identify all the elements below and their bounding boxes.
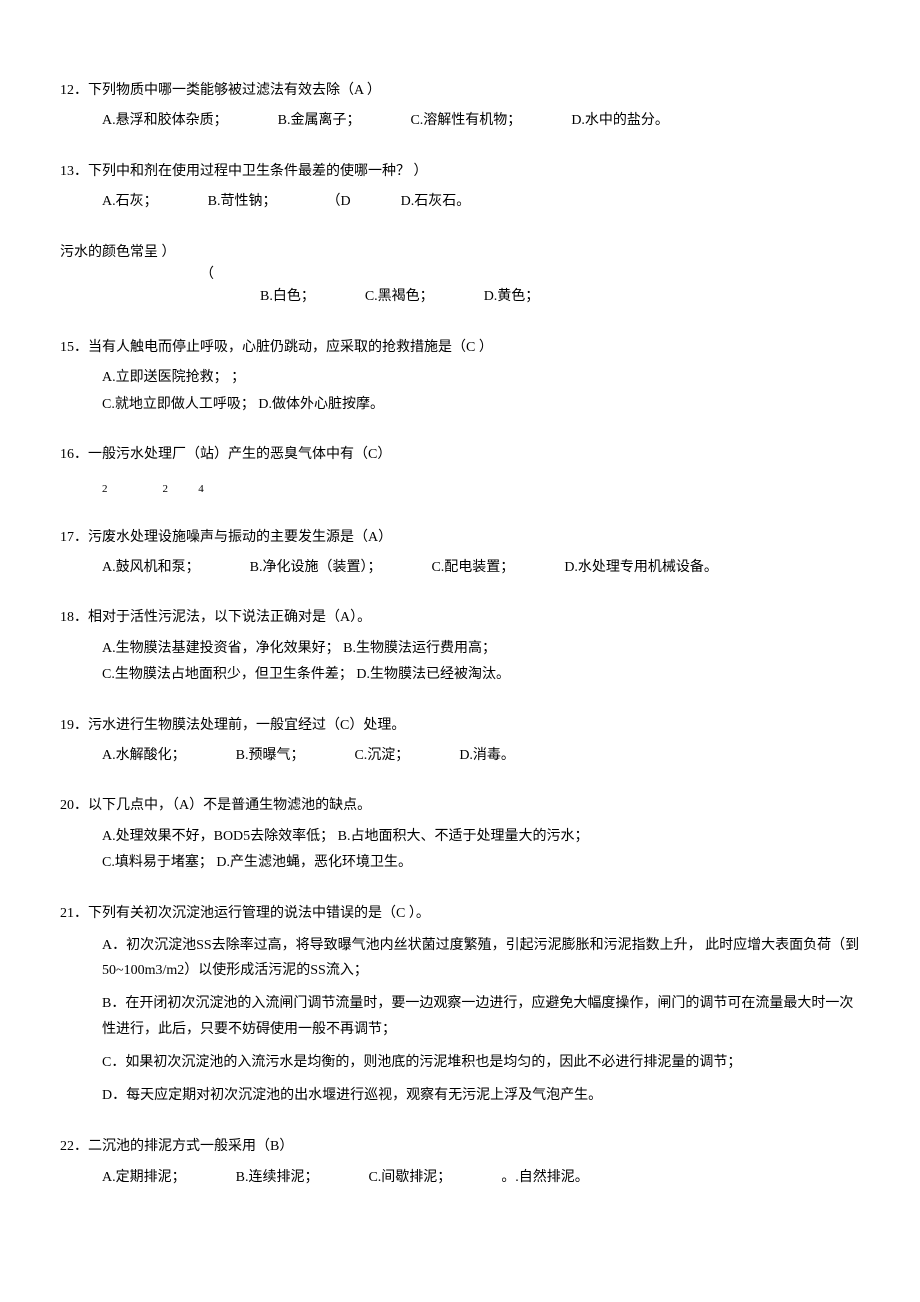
option-line: C.填料易于堵塞； D.产生滤池蝇，恶化环境卫生。 [102,852,860,874]
option: B.净化设施（装置）； [250,557,382,579]
option: D.石灰石。 [401,191,471,213]
option-line: A.处理效果不好，BOD5去除效率低； B.占地面积大、不适于处理量大的污水； [102,826,860,848]
question-14: 污水的颜色常呈 ）（B.白色； C.黑褐色； D.黄色； [60,242,860,309]
option: B.连续排泥； [236,1167,319,1189]
question-text: 22．二沉池的排泥方式一般采用（B） [60,1136,860,1158]
option: A.鼓风机和泵； [102,557,200,579]
question-text: 18．相对于活性污泥法，以下说法正确对是（A）。 [60,607,860,629]
question-17: 17．污废水处理设施噪声与振动的主要发生源是（A） A.鼓风机和泵； B.净化设施（… [60,527,860,580]
question-text: 17．污废水处理设施噪声与振动的主要发生源是（A） [60,527,860,549]
option: B.预曝气； [236,745,305,767]
options: B.白色； C.黑褐色； D.黄色； [60,286,860,308]
question-13: 13．下列中和剂在使用过程中卫生条件最差的使哪一种？ ） A.石灰； B.苛性钠； （… [60,161,860,214]
options: A.悬浮和胶体杂质； B.金属离子； C.溶解性有机物； D.水中的盐分。 [60,110,860,132]
option: C.黑褐色； [365,286,434,308]
option-line: A.立即送医院抢救； ； [102,367,860,389]
option: C.配电装置； [431,557,514,579]
question-18: 18．相对于活性污泥法，以下说法正确对是（A）。 A.生物膜法基建投资省，净化效果… [60,607,860,686]
option: C.溶解性有机物； [410,110,521,132]
option: （D [326,191,350,213]
option-line: C.生物膜法占地面积少，但卫生条件差； D.生物膜法已经被淘汰。 [102,664,860,686]
question-20: 20．以下几点中，（A）不是普通生物滤池的缺点。 A.处理效果不好，BOD5去除效… [60,795,860,874]
option: 。.自然排泥。 [501,1167,589,1189]
option: A.悬浮和胶体杂质； [102,110,228,132]
options: A.石灰； B.苛性钠； （D D.石灰石。 [60,191,860,213]
question-text-paren: （ [60,264,860,286]
question-12: 12．下列物质中哪一类能够被过滤法有效去除（A ） A.悬浮和胶体杂质； B.金属离… [60,80,860,133]
options: A.立即送医院抢救； ； C.就地立即做人工呼吸； D.做体外心脏按摩。 [60,367,860,416]
option: A.定期排泥； [102,1167,186,1189]
question-21: 21．下列有关初次沉淀池运行管理的说法中错误的是（C ）。 A．初次沉淀池SS去除… [60,903,860,1109]
question-text: 15．当有人触电而停止呼吸，心脏仍跳动，应采取的抢救措施是（C ） [60,337,860,359]
question-text: 12．下列物质中哪一类能够被过滤法有效去除（A ） [60,80,860,102]
option-line: C.就地立即做人工呼吸； D.做体外心脏按摩。 [102,394,860,416]
option: D.水中的盐分。 [571,110,669,132]
option: B.金属离子； [278,110,361,132]
option: A.水解酸化； [102,745,186,767]
question-text: 20．以下几点中，（A）不是普通生物滤池的缺点。 [60,795,860,817]
question-text: 13．下列中和剂在使用过程中卫生条件最差的使哪一种？ ） [60,161,860,183]
options: A.生物膜法基建投资省，净化效果好； B.生物膜法运行费用高； C.生物膜法占地面… [60,638,860,687]
question-text: 19．污水进行生物膜法处理前，一般宜经过（C）处理。 [60,715,860,737]
long-option: C．如果初次沉淀池的入流污水是均衡的，则池底的污泥堆积也是均匀的，因此不必进行排… [60,1050,860,1075]
question-15: 15．当有人触电而停止呼吸，心脏仍跳动，应采取的抢救措施是（C ） A.立即送医院… [60,337,860,416]
option: B.白色； [260,286,315,308]
long-option: B．在开闭初次沉淀池的入流闸门调节流量时，要一边观察一边进行，应避免大幅度操作，… [60,991,860,1041]
question-19: 19．污水进行生物膜法处理前，一般宜经过（C）处理。 A.水解酸化； B.预曝气； C… [60,715,860,768]
option: C.沉淀； [354,745,409,767]
option: D.水处理专用机械设备。 [564,557,718,579]
option: C.间歇排泥； [368,1167,451,1189]
question-text: 21．下列有关初次沉淀池运行管理的说法中错误的是（C ）。 [60,903,860,925]
question-text: 16．一般污水处理厂（站）产生的恶臭气体中有（C） [60,444,860,466]
question-16: 16．一般污水处理厂（站）产生的恶臭气体中有（C） 2 2 4 [60,444,860,499]
options: A.定期排泥； B.连续排泥； C.间歇排泥； 。.自然排泥。 [60,1167,860,1189]
options: A.水解酸化； B.预曝气； C.沉淀； D.消毒。 [60,745,860,767]
long-option: D．每天应定期对初次沉淀池的出水堰进行巡视，观察有无污泥上浮及气泡产生。 [60,1083,860,1108]
options: 2 2 4 [60,474,860,498]
question-22: 22．二沉池的排泥方式一般采用（B） A.定期排泥； B.连续排泥； C.间歇排泥； 。… [60,1136,860,1189]
question-text: 污水的颜色常呈 ） [60,242,860,264]
long-option: A．初次沉淀池SS去除率过高，将导致曝气池内丝状菌过度繁殖，引起污泥膨胀和污泥指… [60,933,860,983]
option: A.石灰； [102,191,158,213]
subscript-line: 2 2 4 [102,474,860,498]
options: A.处理效果不好，BOD5去除效率低； B.占地面积大、不适于处理量大的污水； C… [60,826,860,875]
option: D.黄色； [484,286,540,308]
option-line: A.生物膜法基建投资省，净化效果好； B.生物膜法运行费用高； [102,638,860,660]
options: A.鼓风机和泵； B.净化设施（装置）； C.配电装置； D.水处理专用机械设备。 [60,557,860,579]
option: D.消毒。 [459,745,515,767]
option: B.苛性钠； [208,191,277,213]
